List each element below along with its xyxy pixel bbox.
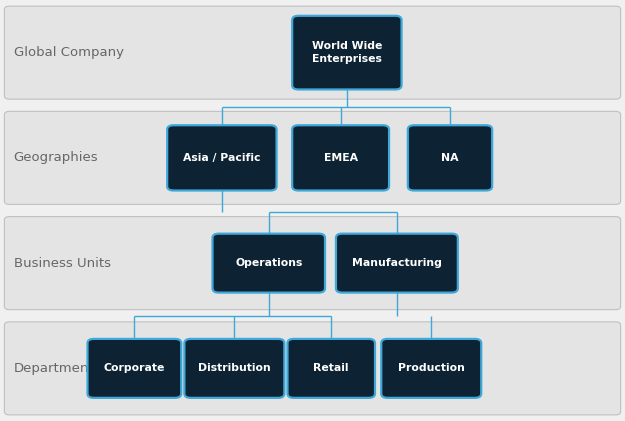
FancyBboxPatch shape	[213, 234, 325, 293]
FancyBboxPatch shape	[4, 322, 621, 415]
Text: Asia / Pacific: Asia / Pacific	[183, 153, 261, 163]
Text: Operations: Operations	[235, 258, 302, 268]
FancyBboxPatch shape	[381, 339, 481, 398]
Text: Global Company: Global Company	[14, 46, 124, 59]
Text: Departments: Departments	[14, 362, 101, 375]
Text: NA: NA	[441, 153, 459, 163]
Text: Business Units: Business Units	[14, 257, 111, 269]
Text: Corporate: Corporate	[104, 363, 165, 373]
FancyBboxPatch shape	[292, 16, 402, 90]
Text: EMEA: EMEA	[324, 153, 357, 163]
Text: Distribution: Distribution	[198, 363, 271, 373]
FancyBboxPatch shape	[288, 339, 375, 398]
FancyBboxPatch shape	[4, 6, 621, 99]
FancyBboxPatch shape	[4, 112, 621, 205]
FancyBboxPatch shape	[336, 234, 458, 293]
Text: Manufacturing: Manufacturing	[352, 258, 442, 268]
Text: Geographies: Geographies	[14, 152, 98, 164]
FancyBboxPatch shape	[184, 339, 284, 398]
FancyBboxPatch shape	[167, 125, 276, 190]
Text: World Wide
Enterprises: World Wide Enterprises	[312, 41, 382, 64]
FancyBboxPatch shape	[292, 125, 389, 190]
Text: Production: Production	[398, 363, 464, 373]
FancyBboxPatch shape	[408, 125, 492, 190]
Text: Retail: Retail	[314, 363, 349, 373]
FancyBboxPatch shape	[88, 339, 181, 398]
FancyBboxPatch shape	[4, 216, 621, 310]
